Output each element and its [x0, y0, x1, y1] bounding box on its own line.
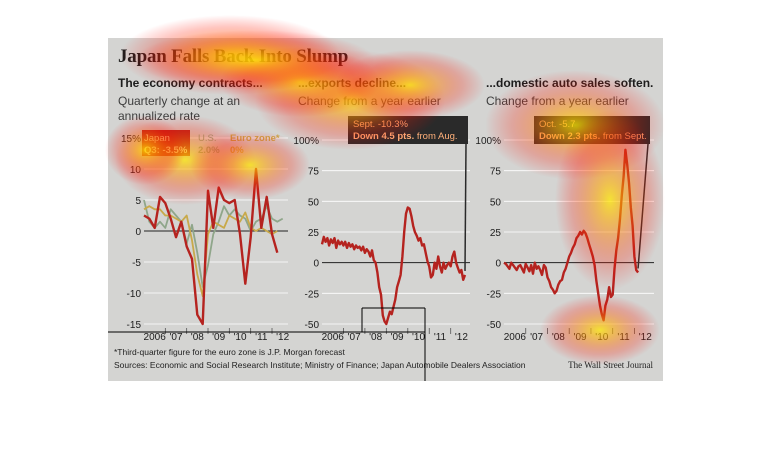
legend-name: Japan	[144, 133, 170, 144]
callout-line-2: Down 4.5 pts. from Aug.	[353, 131, 458, 142]
y-tick-label: 10	[130, 165, 142, 176]
y-tick-label: 25	[490, 228, 502, 239]
series-line-exports	[320, 206, 467, 326]
x-tick-label: '09	[574, 332, 587, 343]
x-tick-label: '08	[369, 332, 382, 343]
y-tick-label: -50	[487, 320, 502, 331]
x-tick-label: 2006	[144, 332, 167, 343]
callout-bold: Down 2.3 pts.	[539, 131, 600, 142]
credit-wsj: The Wall Street Journal	[568, 360, 653, 370]
x-tick-label: '09	[391, 332, 404, 343]
y-tick-label: 0	[495, 259, 501, 270]
y-tick-label: 25	[308, 228, 320, 239]
x-tick-label: '12	[639, 332, 652, 343]
charts-svg: 15%1050-5-10-152006'07'08'09'10'11'12Jap…	[121, 116, 654, 343]
x-tick-label: '11	[434, 332, 447, 343]
x-tick-label: 2006	[504, 332, 527, 343]
chart-panel: Japan Falls Back Into Slump The economy …	[108, 38, 663, 381]
legend-item-2: Euro zone*0%	[230, 133, 280, 156]
x-tick-label: '08	[191, 332, 204, 343]
x-tick-label: '10	[412, 332, 425, 343]
y-tick-label: 75	[308, 167, 320, 178]
legend-value: Q3: -3.5%	[144, 145, 188, 156]
x-tick-label: '07	[348, 332, 361, 343]
callout-rest: from Sept.	[600, 131, 646, 142]
y-tick-label: -5	[132, 258, 141, 269]
sources-note: Sources: Economic and Social Research In…	[114, 360, 526, 370]
y-tick-label: 5	[135, 196, 141, 207]
series-line-u-s	[143, 199, 284, 288]
legend-name: Euro zone*	[230, 133, 280, 144]
y-tick-label: 100%	[293, 136, 319, 147]
legend-value: 0%	[230, 145, 244, 156]
y-tick-label: 100%	[475, 136, 501, 147]
footnote: *Third-quarter figure for the euro zone …	[114, 347, 345, 357]
callout-leader	[637, 143, 649, 269]
y-tick-label: -25	[487, 289, 502, 300]
y-tick-label: 0	[135, 227, 141, 238]
callout-rest: from Aug.	[414, 131, 457, 142]
y-tick-label: -10	[127, 289, 142, 300]
x-tick-label: '08	[552, 332, 565, 343]
x-tick-label: '11	[255, 332, 268, 343]
y-tick-label: 0	[313, 259, 319, 270]
callout-bold: Down 4.5 pts.	[353, 131, 414, 142]
callout-line-1: Oct. -5.7	[539, 119, 575, 130]
y-tick-label: 75	[490, 167, 502, 178]
y-tick-label: 50	[308, 197, 320, 208]
x-tick-label: '10	[233, 332, 246, 343]
callout-line-2: Down 2.3 pts. from Sept.	[539, 131, 647, 142]
x-tick-label: '12	[455, 332, 468, 343]
legend-item-1: U.S.2.0%	[198, 133, 220, 156]
x-tick-label: '10	[595, 332, 608, 343]
x-tick-label: '09	[212, 332, 225, 343]
legend-name: U.S.	[198, 133, 216, 144]
x-tick-label: 2006	[322, 332, 345, 343]
x-tick-label: '07	[530, 332, 543, 343]
y-tick-label: -15	[127, 320, 142, 331]
series-line-auto-sales	[503, 148, 640, 322]
x-tick-label: '12	[276, 332, 289, 343]
legend-value: 2.0%	[198, 145, 220, 156]
x-tick-label: '07	[169, 332, 182, 343]
y-tick-label: -50	[305, 320, 320, 331]
y-tick-label: -25	[305, 289, 320, 300]
callout-line-1: Sept. -10.3%	[353, 119, 408, 130]
x-tick-label: '11	[617, 332, 630, 343]
callout-leader	[464, 143, 467, 271]
series-line-euro-zone	[143, 205, 278, 298]
y-tick-label: 50	[490, 197, 502, 208]
callout-box: Sept. -10.3%Down 4.5 pts. from Aug.	[348, 116, 468, 271]
y-tick-label: 15%	[121, 134, 141, 145]
